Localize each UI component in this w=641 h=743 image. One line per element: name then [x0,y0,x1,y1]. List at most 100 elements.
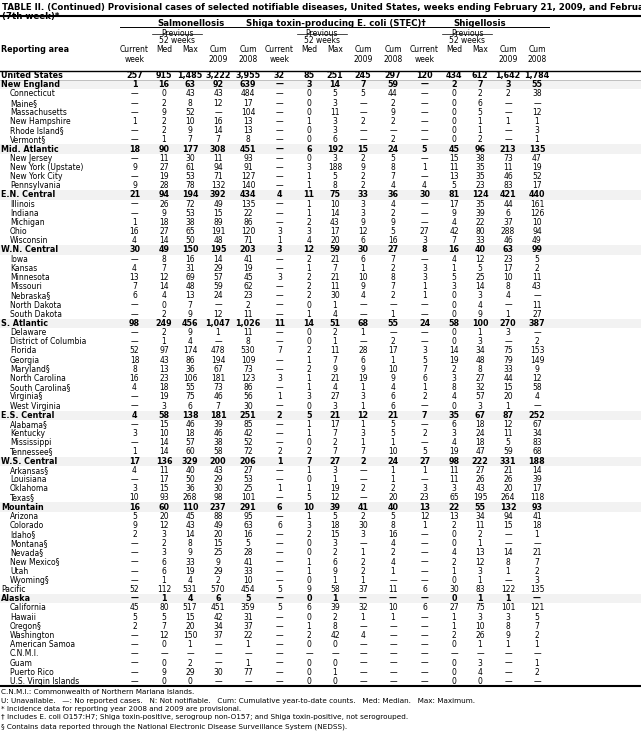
Text: 5: 5 [422,145,428,154]
Text: 1: 1 [478,117,483,126]
Text: 22: 22 [243,631,253,640]
Text: 27: 27 [532,310,542,319]
Text: 14: 14 [213,255,223,264]
Text: 38: 38 [532,89,542,99]
Text: 0: 0 [306,126,312,135]
Text: 2: 2 [390,548,395,557]
Text: Pennsylvania: Pennsylvania [10,181,61,190]
Text: Cum
2009: Cum 2009 [208,45,228,65]
Text: 45: 45 [129,603,139,612]
Text: —: — [276,301,283,310]
Text: 63: 63 [243,521,253,530]
Text: 72: 72 [243,447,253,456]
Text: 27: 27 [159,163,169,172]
Text: —: — [305,649,313,658]
Text: Vermont§: Vermont§ [10,135,46,144]
Text: Pacific: Pacific [1,585,26,594]
Text: 80: 80 [159,603,169,612]
Text: 8: 8 [188,539,192,548]
Text: 7: 7 [422,411,428,420]
Text: 13: 13 [129,273,139,282]
Text: Cum
2008: Cum 2008 [528,45,547,65]
Text: 2: 2 [306,447,312,456]
Text: 43: 43 [185,89,195,99]
Text: 213: 213 [500,145,516,154]
Text: 1: 1 [361,401,365,411]
Text: 121: 121 [530,603,544,612]
Text: —: — [276,108,283,117]
Text: Missouri: Missouri [10,282,42,291]
Text: 1: 1 [306,172,312,181]
Text: 19: 19 [243,264,253,273]
Text: 1: 1 [422,466,427,475]
Text: 297: 297 [385,71,401,80]
Text: 71: 71 [213,172,223,181]
Text: —: — [131,154,138,163]
Text: 30: 30 [129,245,140,255]
Text: 2: 2 [215,576,221,585]
Text: 28: 28 [243,548,253,557]
Text: Max: Max [182,45,198,54]
Text: 0: 0 [306,594,312,603]
Text: —: — [276,649,283,658]
Text: 93: 93 [531,502,542,511]
Text: 249: 249 [156,319,172,328]
Text: 3: 3 [360,209,365,218]
Text: 58: 58 [158,411,170,420]
Text: 18: 18 [475,438,485,447]
Text: 79: 79 [503,356,513,365]
Text: —: — [420,548,428,557]
Text: 6: 6 [306,145,312,154]
Text: —: — [420,328,428,337]
Text: 2: 2 [188,658,192,667]
Text: 33: 33 [243,567,253,576]
Text: —: — [214,640,222,649]
Text: 27: 27 [330,392,340,401]
Text: 1: 1 [390,438,395,447]
Text: 27: 27 [243,466,253,475]
Text: 6: 6 [215,594,221,603]
Text: 1: 1 [306,484,312,493]
Text: —: — [420,108,428,117]
Text: 6: 6 [478,99,483,108]
Text: 191: 191 [211,227,225,236]
Text: 3: 3 [506,328,510,337]
Text: 20: 20 [503,392,513,401]
Text: Illinois: Illinois [10,200,35,209]
Text: 8: 8 [246,135,251,144]
Text: 7: 7 [333,429,337,438]
Text: 136: 136 [156,457,172,466]
Text: 192: 192 [327,145,344,154]
Text: 6: 6 [422,374,427,383]
Text: —: — [420,420,428,429]
Text: 59: 59 [503,447,513,456]
Text: 2: 2 [422,429,427,438]
Text: 1: 1 [390,475,395,484]
Text: —: — [131,438,138,447]
Text: 15: 15 [503,521,513,530]
Text: 6: 6 [333,135,337,144]
Text: 4: 4 [478,668,483,677]
Text: 83: 83 [532,438,542,447]
Text: 3: 3 [478,658,483,667]
Text: —: — [420,126,428,135]
Text: 11: 11 [330,282,340,291]
Text: 181: 181 [211,374,225,383]
Text: —: — [131,548,138,557]
Text: 21: 21 [387,411,399,420]
Text: 10: 10 [330,200,340,209]
Text: 3: 3 [306,521,312,530]
Text: —: — [276,567,283,576]
Text: 0: 0 [451,291,456,300]
Text: —: — [276,209,283,218]
Text: 12: 12 [159,521,169,530]
Text: 1: 1 [306,429,312,438]
Text: 237: 237 [210,502,226,511]
Text: 123: 123 [241,374,255,383]
Text: 28: 28 [159,181,169,190]
Text: 95: 95 [243,512,253,521]
Text: 4: 4 [132,411,137,420]
Text: 2: 2 [452,365,456,374]
Text: 4: 4 [360,631,365,640]
Text: —: — [420,209,428,218]
